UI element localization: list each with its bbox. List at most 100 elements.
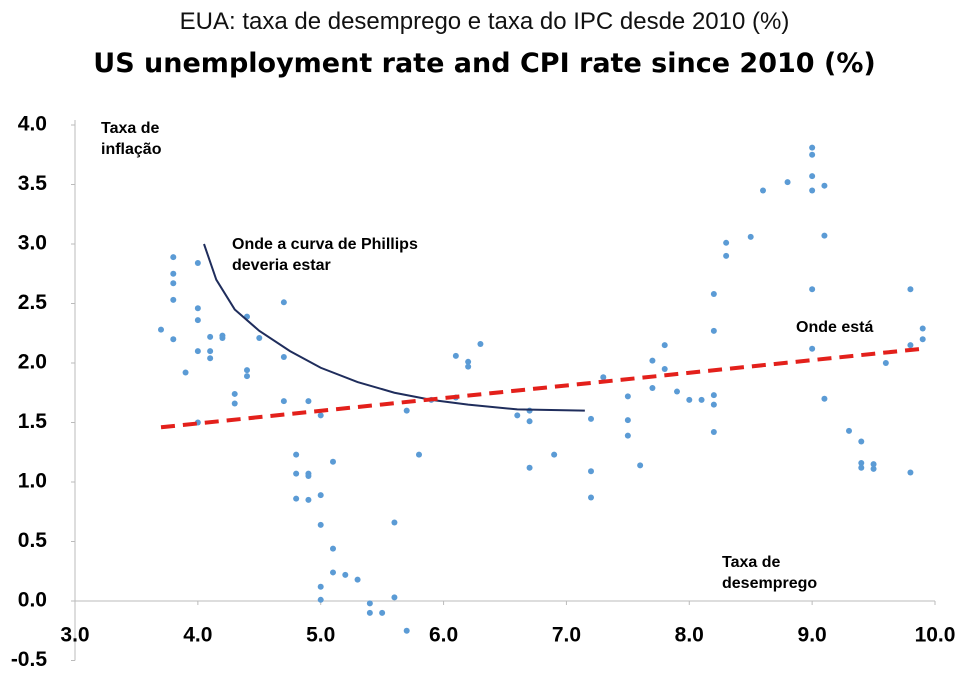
point [330, 545, 336, 552]
y-tick-label: 3.5 [18, 172, 48, 195]
point [182, 369, 189, 376]
point [231, 400, 238, 407]
point [293, 495, 300, 502]
point [170, 254, 177, 261]
point [784, 179, 791, 186]
point [846, 427, 852, 434]
y-tick-label: 1.0 [18, 470, 47, 493]
point [710, 392, 717, 399]
point [882, 360, 889, 366]
point [207, 355, 214, 362]
point [624, 393, 631, 400]
y-tick-label: -0.5 [11, 648, 48, 671]
point [661, 365, 668, 372]
point [809, 286, 816, 293]
point [379, 609, 386, 616]
point [465, 358, 472, 365]
x-tick-label: 3.0 [60, 624, 89, 647]
point [649, 384, 656, 391]
point [710, 290, 717, 297]
point [403, 407, 410, 414]
point [317, 596, 324, 603]
point [280, 354, 287, 361]
y-tick-label: 2.5 [18, 291, 48, 314]
x-tick-label: 6.0 [429, 624, 458, 647]
point [280, 398, 287, 405]
point [514, 412, 521, 419]
point [354, 576, 361, 583]
point [256, 335, 263, 342]
point [526, 464, 533, 471]
chart-subtitle: US unemployment rate and CPI rate since … [93, 48, 876, 79]
point [207, 333, 214, 340]
point [477, 340, 484, 347]
point [809, 345, 816, 352]
point [403, 627, 410, 634]
point [747, 233, 754, 240]
point [293, 470, 300, 477]
x-tick-label: 4.0 [183, 624, 212, 647]
point [293, 451, 300, 458]
point [219, 335, 226, 342]
point [858, 438, 865, 445]
point [452, 352, 459, 359]
point [305, 496, 312, 503]
point [710, 429, 717, 436]
point [170, 296, 177, 303]
trend-line [160, 346, 923, 430]
point [698, 396, 705, 403]
point [919, 325, 926, 332]
point [686, 396, 693, 403]
point [723, 239, 730, 246]
x-tick-label: 7.0 [552, 624, 581, 647]
point [416, 451, 422, 458]
point [821, 182, 828, 189]
y-tick-label: 1.5 [18, 410, 48, 433]
point [305, 473, 312, 480]
x-tick-label: 8.0 [675, 624, 704, 647]
point [317, 412, 324, 419]
point [649, 357, 656, 364]
point [858, 459, 865, 466]
point [907, 342, 914, 349]
y-axis-label: Taxa de inflação [101, 120, 162, 158]
point [194, 317, 201, 324]
point [317, 521, 324, 528]
point [391, 594, 398, 601]
point [305, 398, 312, 405]
point [244, 373, 250, 380]
point [588, 415, 594, 422]
point [330, 458, 336, 465]
point [588, 468, 594, 475]
point [170, 280, 177, 287]
point [317, 583, 324, 590]
point [600, 374, 607, 381]
point [366, 609, 373, 616]
point [366, 600, 373, 607]
point [637, 462, 644, 469]
point [870, 465, 877, 472]
point [317, 492, 324, 499]
point [207, 348, 214, 355]
point [821, 232, 828, 239]
point [870, 461, 877, 468]
point [710, 401, 717, 408]
chart-title: EUA: taxa de desemprego e taxa do IPC de… [179, 8, 790, 35]
annotation: Onde está [796, 319, 874, 336]
point [551, 451, 558, 458]
phillips-curve [203, 243, 585, 412]
y-tick-label: 0.5 [18, 529, 48, 552]
point [342, 571, 349, 578]
point [624, 417, 631, 424]
point [723, 252, 730, 259]
point [194, 305, 201, 312]
point [907, 469, 914, 476]
x-tick-label: 5.0 [306, 624, 335, 647]
point [809, 187, 816, 194]
point [809, 144, 816, 151]
point [661, 342, 668, 349]
x-tick-label: 10.0 [915, 624, 956, 647]
point [809, 151, 816, 158]
